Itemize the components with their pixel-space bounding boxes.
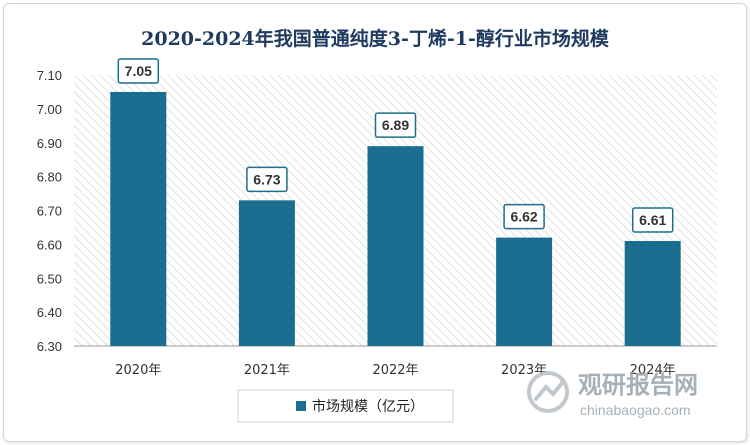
y-tick-label: 7.10: [37, 68, 62, 83]
data-label-box: [503, 203, 545, 230]
watermark-url: chinabaogao.com: [580, 402, 691, 418]
y-tick-label: 7.00: [37, 102, 62, 117]
x-tick-label: 2024年: [630, 363, 676, 378]
legend-label: 市场规模（亿元）: [312, 398, 424, 415]
bar: [624, 240, 681, 346]
y-tick-label: 6.40: [37, 305, 62, 320]
chart-title: 2020-2024年我国普通纯度3-丁烯-1-醇行业市场规模: [141, 27, 610, 50]
watermark-name: 观研报告网: [578, 371, 698, 399]
x-tick-label: 2022年: [372, 363, 418, 378]
data-label-box: [374, 112, 417, 138]
y-tick-label: 6.80: [37, 170, 62, 185]
data-label: 7.05: [125, 63, 152, 79]
data-label-box: [246, 166, 288, 193]
data-label-box: [117, 58, 160, 84]
data-label: 6.73: [253, 171, 280, 187]
y-tick-label: 6.50: [37, 271, 62, 286]
bar: [238, 200, 295, 346]
legend-swatch: [296, 401, 306, 411]
x-tick-label: 2023年: [501, 363, 547, 378]
chinabaogao-logo-icon: [527, 371, 569, 413]
y-tick-label: 6.90: [37, 136, 62, 151]
data-label: 6.62: [510, 209, 537, 225]
bars-group: 7.05 6.73 6.89 6.62 6.61: [110, 58, 681, 346]
x-tick-label: 2020年: [115, 363, 161, 378]
y-tick-label: 6.30: [37, 339, 62, 354]
legend-box: [237, 389, 454, 423]
y-tick-label: 6.60: [37, 237, 62, 252]
watermark: 观研报告网 chinabaogao.com: [527, 371, 698, 418]
data-label-box: [631, 207, 674, 233]
x-axis-ticks: 2020年 2021年 2022年 2023年 2024年: [115, 363, 675, 378]
y-axis-ticks: 6.30 6.40 6.50 6.60 6.70 6.80 6.90 7.00 7.10: [37, 68, 62, 354]
x-tick-label: 2021年: [244, 363, 290, 378]
legend: 市场规模（亿元）: [237, 389, 454, 423]
data-label: 6.89: [382, 117, 409, 133]
data-label: 6.61: [639, 212, 666, 228]
bar: [110, 91, 167, 346]
y-tick-label: 6.70: [37, 204, 62, 219]
bar: [367, 146, 424, 346]
bar: [496, 237, 553, 346]
